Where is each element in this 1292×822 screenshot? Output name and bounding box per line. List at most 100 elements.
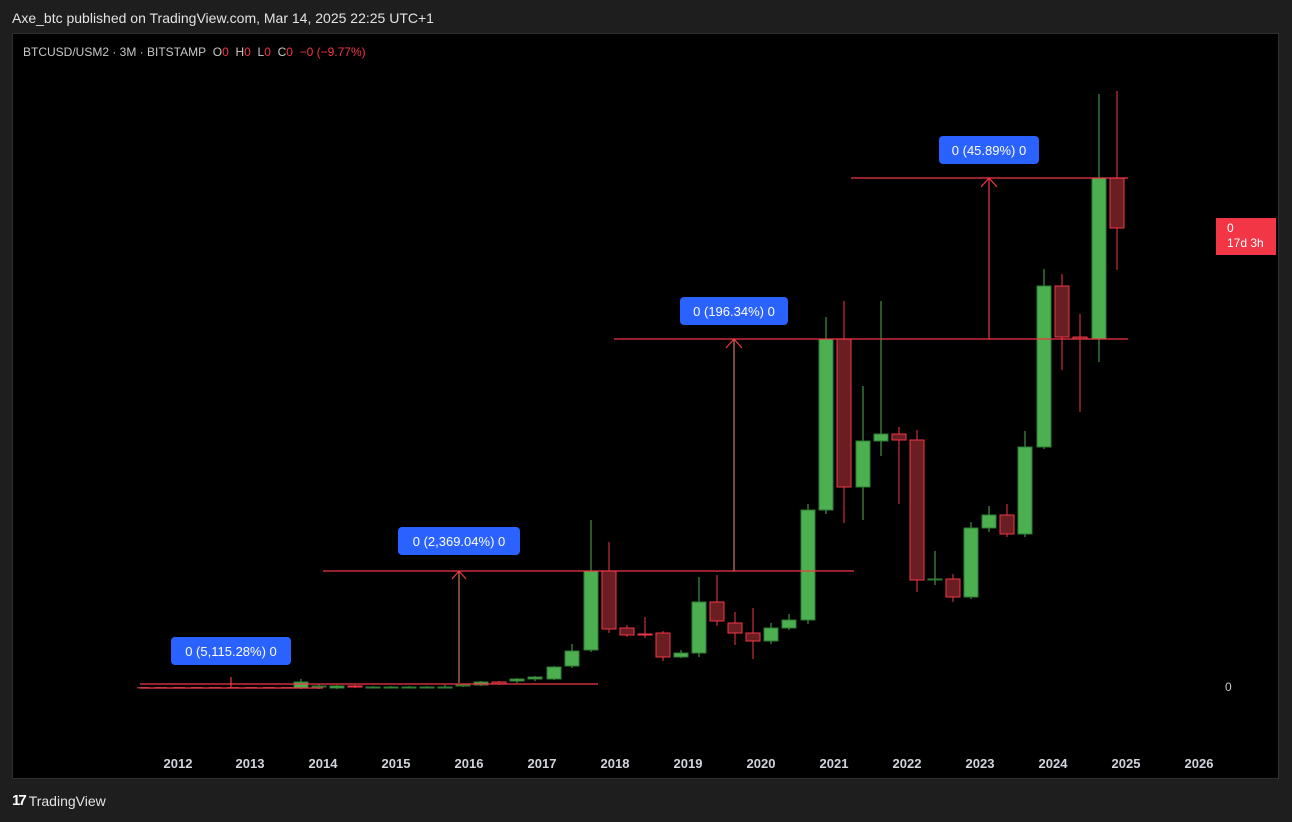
annotation-label: 0 (45.89%) 0 [939,136,1039,164]
candle-body [818,338,834,511]
x-tick-label: 2023 [966,756,995,771]
x-tick-label: 2014 [309,756,339,771]
candle-body [691,601,707,654]
candle [855,386,871,520]
candle-body [419,686,435,689]
candle [601,542,617,633]
annotation-box [171,637,291,665]
candle [365,686,381,689]
candle-body [891,433,907,441]
candle-body [383,686,399,689]
candle [945,574,961,602]
annotation-box [680,297,788,325]
x-tick-label: 2018 [601,756,630,771]
candle [800,504,816,624]
candle [891,427,907,504]
candle-body [509,678,525,682]
arrow-head-3 [725,338,743,349]
x-tick-label: 2013 [236,756,265,771]
arrow-head-2 [451,570,467,580]
candle-body [855,440,871,488]
candle-body [401,686,417,689]
candle [963,522,979,599]
x-tick-label: 2021 [820,756,849,771]
candle-body [455,684,471,687]
candle [709,575,725,626]
candle [1054,274,1070,370]
x-tick-label: 2012 [164,756,193,771]
candle-body [601,570,617,630]
low-label: L [257,45,265,59]
candle-body [727,622,743,634]
price-plot[interactable]: 0 (5,115.28%) 0 0 (2,369.04%) 0 0 (196.34%… [13,34,1278,778]
annotation-label: 0 (196.34%) 0 [680,297,788,325]
candle [383,686,399,689]
close-label: C [277,45,287,59]
candle-body [999,514,1015,535]
candle [1072,314,1088,412]
last-price-value: 0 [1227,221,1234,235]
bar-countdown: 17d 3h [1227,236,1264,250]
candle [329,685,345,689]
candle [745,608,761,659]
candle-body [293,681,309,689]
candle-body [546,666,562,680]
drawings-group [140,177,1128,689]
candle-body [437,686,453,689]
symbol-name: BTCUSD/USM2 · 3M · BITSTAMP [23,45,207,59]
tradingview-logo-icon: 17 [12,792,27,809]
candle-body [981,514,997,529]
price-axis-tick: 0 [1225,680,1232,694]
candle-body [745,632,761,642]
low-value: 0 [264,45,271,59]
close-value: 0 [286,45,293,59]
x-tick-label: 2025 [1112,756,1141,771]
candle [509,678,525,683]
high-label: H [235,45,245,59]
candle [583,520,599,652]
candle [763,623,779,644]
last-price-tag: 0 17d 3h [1216,218,1276,255]
candle [836,301,852,523]
candle [1036,269,1052,449]
open-value: 0 [222,45,229,59]
x-tick-label: 2020 [747,756,776,771]
candle-body [1017,446,1033,535]
candle-body [963,527,979,598]
candle-body [945,578,961,598]
footer-brand[interactable]: 17 TradingView [12,792,106,809]
candle [981,506,997,532]
brand-name: TradingView [28,792,106,809]
candle-body [709,601,725,622]
chart-panel[interactable]: BTCUSD/USM2 · 3M · BITSTAMP O0 H0 L0 C0 … [12,33,1279,779]
candle [527,676,543,681]
x-tick-label: 2019 [674,756,703,771]
x-tick-label: 2016 [455,756,484,771]
annotation-text: 0 (5,115.28%) 0 [185,644,277,659]
candle [619,625,635,637]
annotation-text: 0 (45.89%) 0 [952,143,1026,158]
candle-body [311,685,327,688]
candle [673,650,689,658]
candle [637,617,653,638]
annotation-label: 0 (5,115.28%) 0 [171,637,291,665]
candle-body [329,685,345,689]
candle-body [655,632,671,658]
candle-body [527,676,543,680]
candles-group [137,91,1125,689]
arrow-head-4 [980,177,998,188]
candle [655,631,671,661]
x-tick-label: 2026 [1185,756,1214,771]
candle-body [564,650,580,667]
symbol-legend: BTCUSD/USM2 · 3M · BITSTAMP O0 H0 L0 C0 … [23,45,366,59]
candle-body [909,439,925,581]
candle [727,612,743,645]
candle [347,685,363,688]
candle [818,317,834,514]
annotation-box [398,527,520,555]
candle [691,577,707,657]
candle-body [781,619,797,629]
x-tick-label: 2015 [382,756,411,771]
candle-body [637,633,653,636]
candle [873,301,889,456]
